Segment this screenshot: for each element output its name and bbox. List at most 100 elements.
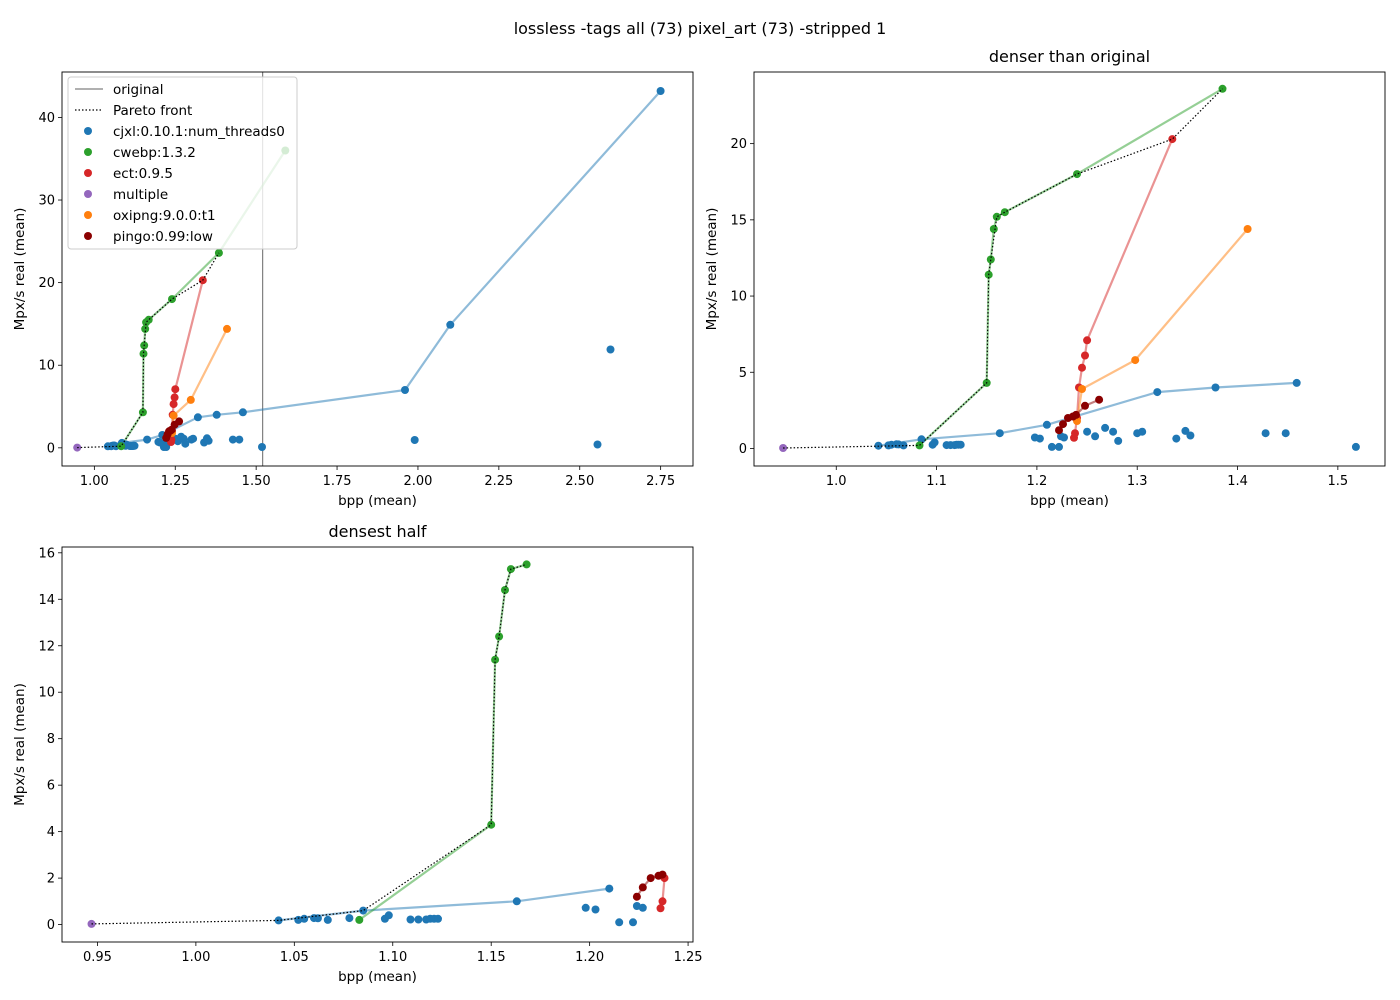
data-point — [294, 915, 303, 924]
data-point — [487, 820, 496, 829]
data-point — [193, 413, 202, 422]
data-point — [656, 87, 665, 95]
axes-frame — [61, 546, 694, 943]
x-tick-label: 1.0 — [826, 474, 847, 489]
data-point — [1172, 434, 1181, 443]
x-tick-label: 1.00 — [181, 950, 210, 965]
axes-frame — [61, 71, 694, 467]
axis-ticks: 0.95 1.00 1.05 1.10 1.15 1.20 1.25 0 2 4 6 8 10 12 14 1… — [38, 546, 702, 965]
data-point — [1055, 442, 1063, 451]
pareto-front-line — [77, 252, 220, 449]
data-point — [1153, 388, 1162, 397]
x-tick-label: 2.75 — [646, 474, 675, 489]
data-point — [235, 435, 244, 444]
data-point — [274, 916, 283, 925]
data-point — [1351, 442, 1360, 451]
data-point — [1101, 423, 1110, 432]
data-point — [446, 320, 455, 329]
legend-label: multiple — [113, 187, 168, 203]
axis-ticks: 1.0 1.1 1.2 1.3 1.4 1.5 0 5 10 15 20 — [730, 137, 1348, 489]
y-tick-label: 0 — [47, 441, 55, 456]
series-cjxl-0-10-1-num-threads0 — [874, 378, 1360, 451]
data-point — [1083, 336, 1092, 345]
data-point — [181, 439, 190, 448]
data-point — [1211, 383, 1220, 392]
data-point — [1109, 427, 1118, 436]
data-point — [355, 915, 364, 924]
x-tick-label: 1.4 — [1227, 474, 1248, 489]
data-point — [512, 897, 521, 906]
legend-handle-ect-0-9-5 — [84, 169, 92, 177]
data-point — [434, 914, 442, 923]
series-line-cjxl-0-10-1-num-threads0 — [107, 90, 662, 448]
plot-area — [779, 84, 1360, 452]
y-tick-label: 20 — [38, 276, 55, 291]
x-tick-label: 1.10 — [378, 950, 407, 965]
data-point — [1292, 378, 1301, 387]
data-point — [591, 905, 600, 914]
data-point — [1081, 401, 1089, 410]
y-tick-label: 12 — [38, 639, 55, 654]
data-point — [258, 443, 266, 451]
y-tick-label: 0 — [739, 442, 747, 457]
x-tick-label: 1.00 — [80, 474, 109, 489]
y-tick-label: 15 — [730, 213, 747, 228]
legend-label: original — [113, 82, 163, 98]
data-point — [313, 914, 322, 923]
data-point — [1261, 429, 1270, 438]
y-tick-label: 20 — [730, 137, 747, 152]
x-tick-label: 1.15 — [477, 950, 506, 965]
data-point — [169, 400, 178, 409]
data-point — [917, 435, 926, 444]
series-line-oxipng-9-0-0-t1 — [1075, 228, 1249, 422]
y-tick-label: 4 — [47, 825, 55, 840]
x-axis-label: bpp (mean) — [1030, 493, 1109, 509]
x-tick-label: 1.5 — [1328, 474, 1349, 489]
legend: original Pareto front cjxl:0.10.1:num_thre… — [67, 76, 298, 250]
pareto-front-line — [91, 563, 527, 925]
y-tick-label: 16 — [38, 546, 55, 561]
data-point — [491, 655, 500, 664]
x-axis-label: bpp (mean) — [338, 969, 417, 985]
y-tick-label: 30 — [38, 194, 55, 209]
data-point — [410, 436, 419, 444]
legend-handle-oxipng-9-0-0-t1 — [84, 211, 92, 219]
x-tick-label: 1.3 — [1127, 474, 1148, 489]
data-point — [359, 906, 368, 915]
y-tick-label: 40 — [38, 111, 55, 126]
data-point — [141, 324, 150, 333]
data-point — [401, 386, 409, 394]
data-point — [143, 435, 152, 444]
data-point — [986, 255, 995, 264]
data-point — [1078, 363, 1086, 372]
legend-label: ect:0.9.5 — [113, 166, 173, 182]
data-point — [170, 393, 179, 402]
data-point — [646, 874, 655, 883]
data-point — [1047, 442, 1056, 451]
data-point — [175, 417, 184, 426]
data-point — [1083, 427, 1092, 436]
data-point — [228, 435, 237, 444]
data-point — [117, 442, 126, 451]
data-point — [629, 918, 637, 927]
legend-handle-cwebp-1-3-2 — [84, 148, 92, 156]
data-point — [1071, 429, 1079, 438]
x-tick-label: 1.20 — [575, 950, 604, 965]
data-point — [658, 870, 667, 879]
y-tick-label: 10 — [38, 359, 55, 374]
data-point — [638, 903, 647, 912]
legend-handle-pingo-0-99-low — [84, 232, 92, 240]
series-pingo-0-99-low — [632, 870, 667, 901]
data-point — [406, 915, 415, 924]
x-axis-label: bpp (mean) — [338, 493, 417, 509]
y-tick-label: 2 — [47, 872, 55, 887]
data-point — [238, 408, 247, 417]
legend-label: Pareto front — [113, 103, 192, 119]
data-point — [1073, 170, 1081, 179]
data-point — [1072, 410, 1080, 419]
x-tick-label: 1.50 — [242, 474, 271, 489]
data-point — [1168, 135, 1177, 144]
data-point — [638, 883, 647, 892]
x-tick-label: 1.05 — [280, 950, 309, 965]
